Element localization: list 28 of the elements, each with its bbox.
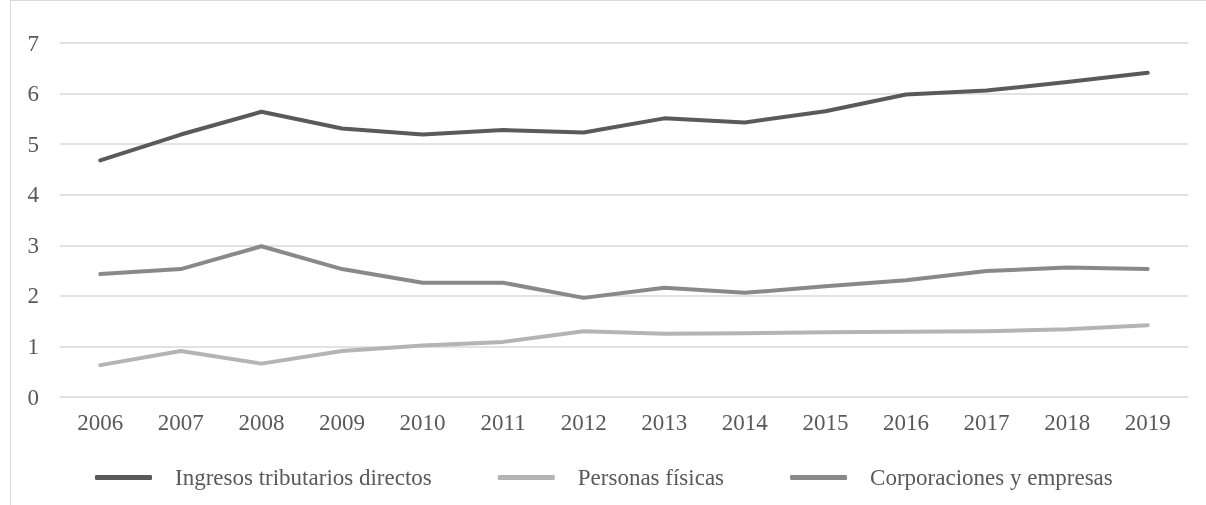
line-series (98, 244, 1150, 300)
y-tick-label: 3 (27, 232, 39, 258)
x-tick-label: 2015 (802, 410, 849, 435)
x-tick-label: 2010 (399, 410, 446, 435)
x-tick-label: 2018 (1044, 410, 1091, 435)
x-tick-label: 2008 (238, 410, 285, 435)
legend-label: Corporaciones y empresas (870, 465, 1113, 490)
x-tick-label: 2017 (963, 410, 1010, 435)
x-tick-label: 2012 (560, 410, 607, 435)
y-tick-label: 0 (27, 384, 39, 410)
x-tick-label: 2011 (480, 410, 526, 435)
x-tick-label: 2019 (1124, 410, 1171, 435)
x-tick-label: 2006 (77, 410, 124, 435)
y-tick-label: 4 (27, 182, 40, 208)
x-tick-label: 2013 (641, 410, 688, 435)
y-tick-label: 6 (27, 81, 39, 107)
x-tick-label: 2014 (721, 410, 769, 435)
legend-label: Ingresos tributarios directos (175, 465, 432, 490)
y-tick-label: 1 (27, 333, 39, 359)
x-tick-label: 2009 (319, 410, 365, 435)
y-tick-label: 5 (27, 131, 39, 157)
legend-label: Personas físicas (577, 465, 725, 490)
y-tick-label: 2 (27, 283, 39, 309)
line-series (98, 323, 1150, 368)
y-tick-label: 7 (27, 30, 39, 56)
line-series (98, 70, 1150, 163)
x-tick-label: 2016 (883, 410, 929, 435)
x-tick-label: 2007 (157, 410, 204, 435)
